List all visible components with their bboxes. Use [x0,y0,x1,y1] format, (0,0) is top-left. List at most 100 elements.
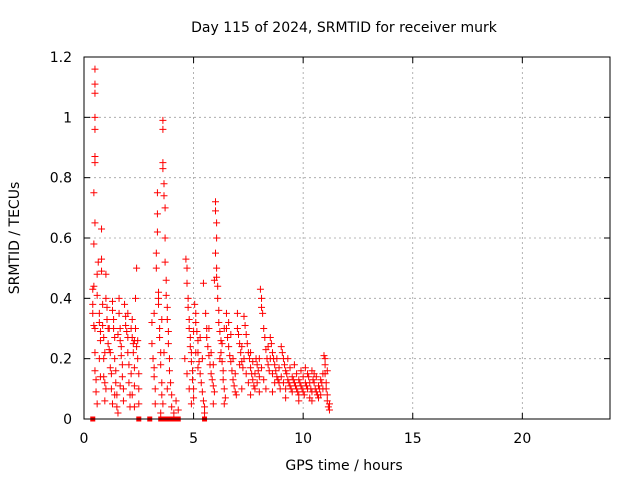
data-point [212,198,219,206]
data-point [322,379,330,387]
data-point [249,358,257,366]
data-point [226,352,234,360]
data-point [90,321,98,329]
data-point [183,370,191,378]
data-point [91,219,99,227]
data-point [153,228,161,236]
data-point [268,388,276,396]
data-point [96,328,104,336]
data-point [299,388,307,396]
data-point [317,391,325,399]
data-point [288,373,296,381]
data-point [186,343,194,351]
data-point [95,309,103,317]
data-point [128,391,136,399]
data-point [128,315,136,323]
data-point [110,315,118,323]
data-point [210,276,218,284]
data-point [321,355,329,363]
y-tick-label: 0 [63,412,72,428]
data-point [108,306,116,314]
plot-frame [83,56,611,420]
data-point [93,291,101,299]
data-point [258,294,266,302]
data-point [155,288,163,296]
data-point [205,325,213,332]
data-point [215,318,223,326]
data-point [108,400,116,408]
data-point [265,367,273,375]
data-point [208,376,216,384]
data-point [249,376,257,384]
data-point [186,334,194,342]
data-point [90,189,98,197]
data-point [181,355,189,363]
data-point [112,367,120,375]
data-point [108,297,116,305]
data-point [224,334,232,342]
data-point [312,388,320,396]
data-point [185,385,193,393]
data-point [203,334,211,342]
data-point [213,264,221,272]
data-point [116,382,124,390]
data-point [190,394,198,402]
data-point [113,403,121,411]
data-point [199,397,207,405]
data-point [201,409,209,417]
data-point [184,303,192,311]
data-point [312,373,320,381]
data-point [165,367,173,375]
y-tick-label: 1 [63,110,72,126]
data-point [317,376,325,384]
data-point [111,391,119,399]
data-point [247,349,255,357]
data-point [325,406,333,414]
data-point [288,388,296,396]
data-point [192,318,200,326]
data-point [323,391,331,399]
data-point [130,364,138,372]
data-point [153,210,161,218]
data-point [102,385,110,393]
data-point [151,400,159,408]
data-point [212,207,219,215]
data-point [129,349,137,357]
data-point [101,397,109,405]
data-point [91,325,99,332]
data-point [295,376,303,384]
data-point [117,343,125,351]
data-point [264,361,272,369]
data-point [122,321,130,329]
data-point [282,385,290,393]
data-point [277,373,285,381]
data-point [293,370,301,378]
data-point [220,385,228,393]
y-tick-label: 0.6 [50,231,72,247]
data-point [124,309,132,317]
data-point [90,240,98,248]
data-point [304,370,312,378]
data-point [237,349,245,357]
data-point [219,367,227,375]
data-point [98,255,106,263]
data-point [267,340,275,348]
data-point [214,294,222,302]
data-point [135,400,143,408]
data-point [119,385,127,393]
data-point [190,328,198,336]
data-point [161,234,169,242]
data-point [209,400,217,408]
data-point [182,255,190,263]
data-point [210,388,218,396]
data-point [114,409,122,417]
data-point [132,325,140,332]
data-point [198,355,206,363]
data-point [310,379,318,387]
data-point [209,382,217,390]
data-point [220,400,228,408]
data-point [129,340,137,348]
x-tick-label: 0 [80,431,89,447]
data-point [260,376,268,384]
